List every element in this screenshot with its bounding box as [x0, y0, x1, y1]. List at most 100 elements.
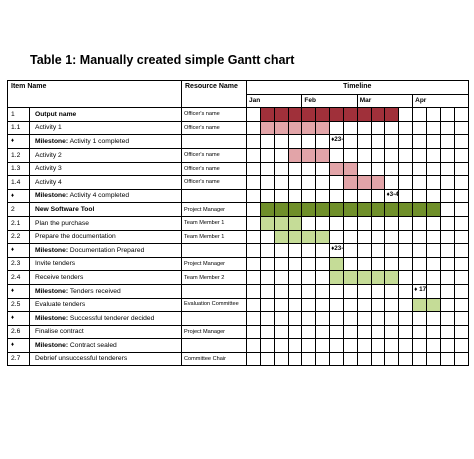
item-number: 1.2 [7, 147, 30, 163]
timeline-cell [342, 311, 358, 326]
milestone-prefix: Milestone: [35, 192, 69, 200]
timeline-cell [439, 283, 455, 299]
timeline-cell [425, 107, 441, 122]
timeline-cell [301, 311, 317, 326]
timeline-cell [356, 297, 372, 313]
item-name-header: Item Name [7, 79, 182, 109]
milestone-date: ♦23-2-08 [331, 136, 344, 144]
task-row: 2.3 Invite tenders Project Manager [7, 256, 469, 272]
gantt-bar-cell [329, 270, 344, 285]
timeline-cell [453, 338, 469, 353]
gantt-bar-cell [301, 120, 317, 136]
gantt-bar-cell [315, 202, 331, 217]
timeline-cell [370, 324, 386, 340]
timeline-cell [398, 175, 414, 190]
timeline-cell [246, 324, 261, 340]
gantt-bar-cell [342, 107, 358, 122]
timeline-cell [439, 338, 455, 353]
timeline-cell [439, 256, 455, 272]
timeline-cell [287, 175, 303, 190]
gantt-table: Item Name Resource Name Timeline Jan Feb… [7, 79, 469, 367]
timeline-cell [398, 283, 414, 299]
milestone-label: Milestone: Activity 4 completed [29, 188, 182, 204]
timeline-cell [439, 161, 455, 177]
timeline-cell [329, 324, 344, 340]
item-number: 2.4 [7, 270, 30, 285]
timeline-cell [287, 283, 303, 299]
timeline-cell [425, 351, 441, 367]
gantt-bar-cell [370, 175, 386, 190]
timeline-cell [425, 311, 441, 326]
timeline-cell [370, 283, 386, 299]
gantt-bar-cell [425, 202, 441, 217]
timeline-cell [398, 147, 414, 163]
timeline-cell [384, 229, 400, 245]
timeline-cell [439, 215, 455, 231]
timeline-cell [301, 270, 317, 285]
timeline-cell [273, 188, 289, 204]
timeline-cell [439, 188, 455, 204]
timeline-cell [315, 188, 331, 204]
task-name: New Software Tool [29, 202, 182, 217]
timeline-cell [273, 351, 289, 367]
timeline-cell [356, 215, 372, 231]
gantt-bar-cell [342, 202, 358, 217]
timeline-cell [315, 175, 331, 190]
timeline-cell [246, 134, 261, 149]
timeline-cell [301, 256, 317, 272]
timeline-cell [384, 147, 400, 163]
timeline-cell [342, 297, 358, 313]
timeline-cell [425, 147, 441, 163]
timeline-cell [301, 297, 317, 313]
milestone-row: ♦ Milestone: Contract sealed [7, 338, 469, 353]
timeline-cell [453, 297, 469, 313]
timeline-cell [453, 120, 469, 136]
resource-cell: Team Member 2 [181, 270, 247, 285]
timeline-cell [342, 243, 358, 258]
timeline-cell [439, 229, 455, 245]
timeline-cell [259, 256, 275, 272]
milestone-label: Milestone: Tenders received [29, 283, 182, 299]
gantt-bar-cell [356, 270, 372, 285]
timeline-cell [398, 134, 414, 149]
milestone-text: Documentation Prepared [68, 246, 145, 254]
task-row: 2.4 Receive tenders Team Member 2 [7, 270, 469, 285]
timeline-cell [273, 283, 289, 299]
timeline-cell [259, 188, 275, 204]
timeline-cell [342, 120, 358, 136]
timeline-cell [273, 134, 289, 149]
gantt-bar-cell [384, 270, 400, 285]
gantt-bar-cell [315, 229, 331, 245]
timeline-cell [384, 161, 400, 177]
item-number: 1 [7, 107, 30, 122]
month-mar: Mar [356, 93, 414, 109]
timeline-cell [370, 243, 386, 258]
timeline-cell: ♦23-2-08 [329, 243, 344, 258]
task-name: Activity 1 [29, 120, 182, 136]
timeline-cell [384, 256, 400, 272]
timeline-cell [453, 107, 469, 122]
milestone-row: ♦ Milestone: Successful tenderer decided [7, 311, 469, 326]
milestone-date: ♦3-4-08 [386, 190, 399, 198]
gantt-bar-cell [273, 107, 289, 122]
resource-cell: Officer's name [181, 161, 247, 177]
timeline-cell [384, 351, 400, 367]
gantt-bar-cell [273, 229, 289, 245]
timeline-cell [259, 134, 275, 149]
timeline-cell [398, 107, 414, 122]
timeline-cell [453, 175, 469, 190]
milestone-prefix: Milestone: [35, 287, 69, 295]
timeline-cell [259, 351, 275, 367]
resource-cell: Committee Chair [181, 351, 247, 367]
gantt-bar-cell [287, 107, 303, 122]
timeline-cell [398, 243, 414, 258]
timeline-cell [384, 134, 400, 149]
timeline-cell [287, 188, 303, 204]
timeline-cell [453, 311, 469, 326]
resource-cell: Officer's name [181, 147, 247, 163]
timeline-cell [425, 243, 441, 258]
gantt-bar-cell [273, 202, 289, 217]
gantt-bar-cell [356, 175, 372, 190]
timeline-cell [342, 215, 358, 231]
timeline-cell [453, 161, 469, 177]
